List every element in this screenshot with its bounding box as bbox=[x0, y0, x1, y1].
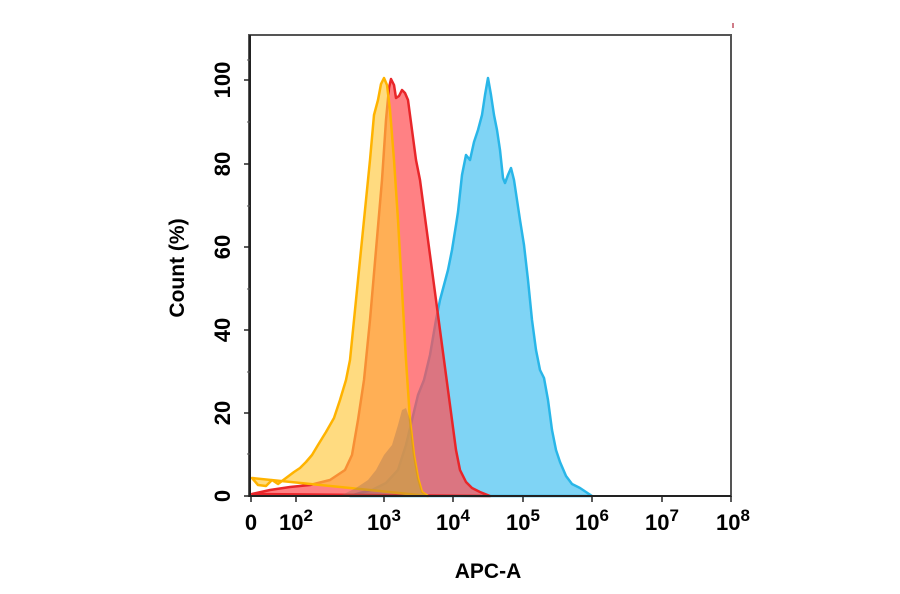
x-ticks bbox=[250, 496, 732, 502]
x-tick-label: 105 bbox=[506, 506, 540, 535]
x-tick-label: 103 bbox=[367, 506, 401, 535]
y-tick-label: 20 bbox=[210, 401, 235, 425]
y-tick-label: 60 bbox=[210, 235, 235, 259]
x-tick-label: 107 bbox=[645, 506, 679, 535]
yellow-histogram bbox=[250, 76, 430, 498]
y-tick-labels: 0 20 40 60 80 100 bbox=[210, 62, 235, 502]
y-tick-label: 80 bbox=[210, 152, 235, 176]
plot-area bbox=[250, 76, 594, 498]
x-tick-label: 102 bbox=[279, 506, 313, 535]
y-tick-label: 40 bbox=[210, 318, 235, 342]
overlap-shadow bbox=[340, 408, 428, 496]
y-ticks bbox=[244, 79, 250, 497]
y-tick-label: 100 bbox=[210, 62, 235, 99]
x-tick-label: 108 bbox=[716, 506, 750, 535]
x-tick-label: 104 bbox=[436, 506, 470, 535]
x-tick-label: 0 bbox=[245, 510, 257, 535]
x-axis-title: APC-A bbox=[455, 560, 522, 583]
y-minor-ticks bbox=[247, 59, 250, 455]
y-tick-label: 0 bbox=[210, 490, 235, 502]
x-tick-label: 106 bbox=[575, 506, 609, 535]
x-tick-labels: 0 102 103 104 105 106 107 108 bbox=[245, 506, 750, 535]
y-axis-title: Count (%) bbox=[166, 218, 189, 317]
